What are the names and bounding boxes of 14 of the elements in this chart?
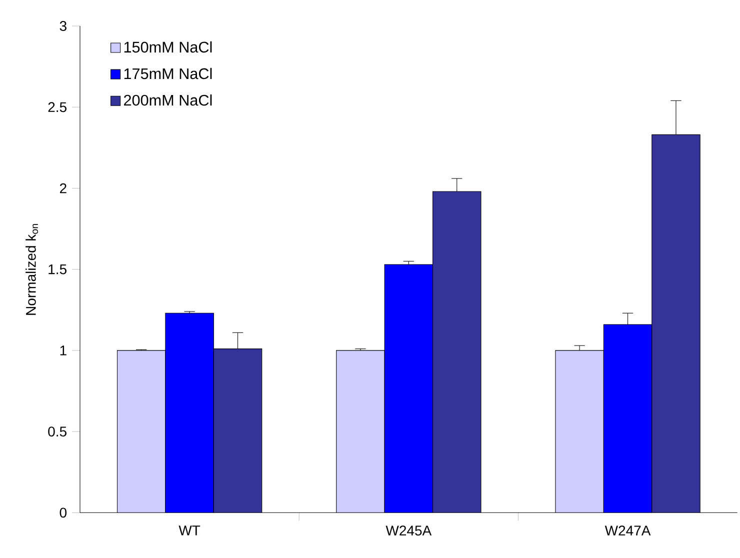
- y-tick-label: 0.5: [48, 426, 66, 437]
- x-tick-label: WT: [178, 526, 200, 536]
- legend-label: 175mM NaCl: [124, 68, 212, 80]
- y-tick-label: 2.5: [48, 102, 66, 112]
- legend-label: 150mM NaCl: [124, 41, 212, 53]
- y-tick-label: 1.5: [48, 264, 66, 274]
- y-tick-label: 1: [60, 346, 66, 356]
- y-axis-title: Normalized k$_{on}$: [26, 224, 38, 315]
- x-tick-label: W245A: [386, 526, 432, 536]
- y-tick-label: 3: [60, 21, 66, 31]
- y-tick-label: 2: [60, 183, 66, 194]
- y-tick-label: 0: [60, 508, 67, 518]
- legend-label: 200mM NaCl: [124, 94, 212, 106]
- x-tick-label: W247A: [604, 526, 651, 536]
